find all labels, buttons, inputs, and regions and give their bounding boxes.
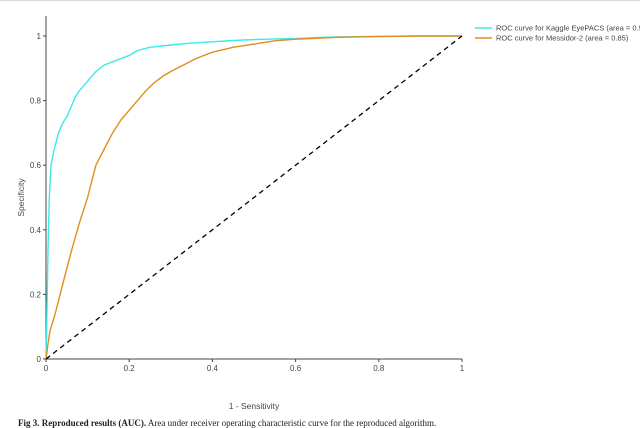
y-tick-label: 1 xyxy=(37,32,42,41)
x-tick-label: 1 xyxy=(460,364,465,373)
chart-axes xyxy=(45,16,462,360)
chart-legend: ROC curve for Kaggle EyePACS (area = 0.9… xyxy=(475,24,640,43)
top-divider xyxy=(0,0,640,1)
y-tick-label: 0.8 xyxy=(30,97,42,106)
y-tick-label: 0 xyxy=(37,355,42,364)
chart-ticks: 0 0.2 0.4 0.6 0.8 1 0 0.2 0.4 0.6 0.8 1 xyxy=(30,32,465,373)
series-line-1 xyxy=(45,35,462,360)
x-tick-label: 0 xyxy=(44,364,49,373)
legend-entry: ROC curve for Kaggle EyePACS (area = 0.9… xyxy=(496,24,640,33)
chance-diagonal-line xyxy=(45,35,463,360)
series-line-0 xyxy=(45,35,462,360)
caption-title: Fig 3. Reproduced results (AUC). xyxy=(18,418,147,428)
y-tick-label: 0.6 xyxy=(30,161,42,170)
x-tick-label: 0.8 xyxy=(373,364,385,373)
x-axis-label: 1 - Sensitivity xyxy=(229,401,280,411)
x-tick-label: 0.6 xyxy=(290,364,302,373)
y-tick-label: 0.2 xyxy=(30,290,42,299)
x-tick-label: 0.4 xyxy=(207,364,219,373)
caption-text: Area under receiver operating characteri… xyxy=(146,418,437,428)
chart-lines xyxy=(45,35,463,360)
y-tick-label: 0.4 xyxy=(30,226,42,235)
x-tick-label: 0.2 xyxy=(124,364,136,373)
figure-caption: Fig 3. Reproduced results (AUC). Area un… xyxy=(18,418,436,428)
legend-entry: ROC curve for Messidor-2 (area = 0.85) xyxy=(496,34,629,43)
y-axis-label: Specificity xyxy=(16,178,26,217)
